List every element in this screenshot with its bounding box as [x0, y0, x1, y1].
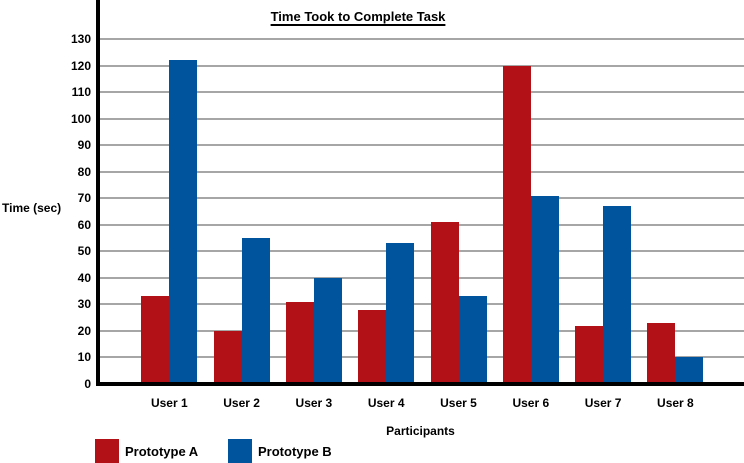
bar-prototype-b-user-1 — [169, 60, 198, 384]
gridline-60 — [96, 223, 744, 226]
bar-prototype-a-user-4 — [358, 309, 387, 384]
y-tick-120: 120 — [70, 58, 91, 73]
x-tick-user-8: User 8 — [657, 396, 694, 410]
gridline-80 — [96, 170, 744, 173]
gridline-110 — [96, 91, 744, 94]
x-axis-label: Participants — [386, 424, 455, 438]
x-tick-user-1: User 1 — [150, 396, 188, 410]
y-tick-30: 30 — [77, 297, 91, 312]
y-tick-40: 40 — [77, 270, 91, 285]
gridline-50 — [96, 250, 744, 253]
x-tick-user-7: User 7 — [584, 396, 622, 410]
y-tick-20: 20 — [77, 323, 91, 338]
y-tick-130: 130 — [70, 31, 91, 46]
gridline-20 — [96, 329, 744, 332]
gridline-10 — [96, 356, 744, 359]
x-tick-user-3: User 3 — [295, 396, 333, 410]
bar-prototype-a-user-6 — [502, 65, 531, 384]
y-tick-90: 90 — [77, 138, 91, 153]
y-axis-label: Time (sec) — [2, 201, 62, 215]
bar-prototype-b-user-6 — [530, 195, 559, 384]
bar-prototype-b-user-4 — [386, 243, 415, 384]
x-tick-user-5: User 5 — [440, 396, 477, 410]
legend-swatch-prototype-a — [95, 439, 119, 463]
bar-prototype-a-user-3 — [285, 301, 314, 384]
gridline-70 — [96, 197, 744, 200]
gridline-30 — [96, 303, 744, 306]
y-tick-60: 60 — [77, 217, 91, 232]
legend-label-prototype-b: Prototype B — [258, 444, 332, 459]
x-tick-user-4: User 4 — [367, 396, 405, 410]
x-tick-user-6: User 6 — [512, 396, 550, 410]
y-tick-0: 0 — [84, 377, 91, 391]
bar-prototype-a-user-1 — [141, 296, 170, 384]
bar-prototype-a-user-8 — [647, 322, 676, 384]
gridline-130 — [96, 37, 744, 40]
legend-item-prototype-a: Prototype A — [95, 439, 225, 463]
y-tick-50: 50 — [77, 244, 91, 259]
gridline-40 — [96, 276, 744, 279]
bar-prototype-b-user-8 — [675, 357, 704, 384]
gridline-100 — [96, 117, 744, 120]
legend-item-prototype-b: Prototype B — [228, 439, 358, 463]
bar-prototype-a-user-2 — [213, 330, 242, 384]
y-axis-line — [96, 0, 100, 386]
gridline-90 — [96, 144, 744, 147]
y-tick-10: 10 — [77, 350, 91, 365]
bar-prototype-b-user-7 — [603, 206, 632, 384]
bar-prototype-b-user-5 — [458, 296, 487, 384]
bar-prototype-a-user-7 — [575, 325, 604, 384]
legend-label-prototype-a: Prototype A — [125, 444, 199, 459]
bar-prototype-b-user-3 — [313, 277, 342, 384]
y-tick-70: 70 — [77, 191, 91, 206]
legend-swatch-prototype-b — [228, 439, 252, 463]
y-tick-100: 100 — [70, 111, 91, 126]
y-tick-80: 80 — [77, 164, 91, 179]
gridline-120 — [96, 64, 744, 67]
bar-prototype-b-user-2 — [241, 238, 270, 384]
x-axis-line — [96, 382, 744, 386]
chart-title: Time Took to Complete Task — [270, 9, 446, 24]
bar-prototype-a-user-5 — [430, 222, 459, 384]
x-tick-user-2: User 2 — [223, 396, 260, 410]
y-tick-110: 110 — [71, 85, 91, 100]
